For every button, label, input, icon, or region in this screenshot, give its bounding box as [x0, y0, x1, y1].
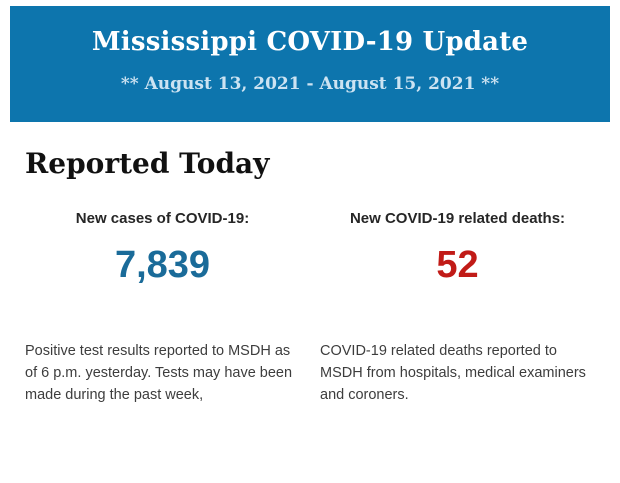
date-range-subtitle: ** August 13, 2021 - August 15, 2021 **: [120, 74, 500, 94]
stats-grid: New cases of COVID-19: 7,839 Positive te…: [25, 210, 595, 406]
new-deaths-value: 52: [436, 244, 479, 286]
new-cases-value: 7,839: [114, 244, 211, 286]
new-cases-label: New cases of COVID-19:: [75, 210, 250, 227]
covid-update-page: Mississippi COVID-19 Update ** August 13…: [0, 6, 620, 483]
new-deaths-description: COVID-19 related deaths reported to MSDH…: [320, 343, 586, 403]
header-banner: Mississippi COVID-19 Update ** August 13…: [10, 6, 610, 122]
stat-new-deaths: New COVID-19 related deaths: 52 COVID-19…: [320, 210, 595, 406]
page-title: Mississippi COVID-19 Update: [91, 27, 529, 57]
section-heading-reported-today: Reported Today: [25, 147, 270, 180]
new-deaths-label: New COVID-19 related deaths:: [349, 210, 566, 227]
new-cases-description: Positive test results reported to MSDH a…: [25, 343, 293, 403]
stat-new-cases: New cases of COVID-19: 7,839 Positive te…: [25, 210, 300, 406]
